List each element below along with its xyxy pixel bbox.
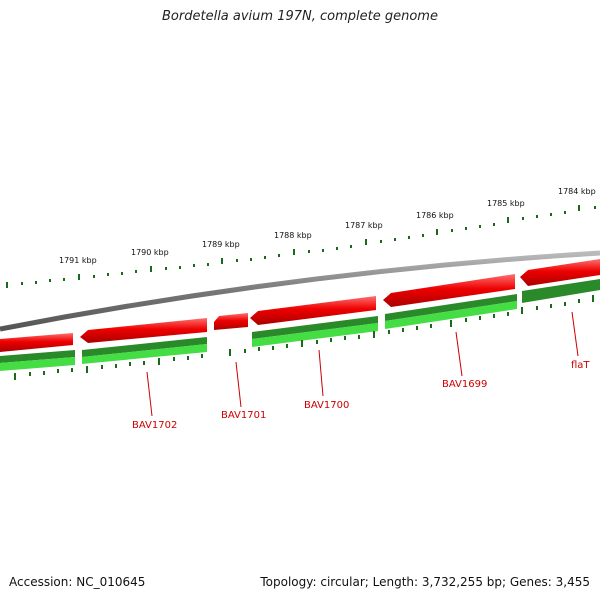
gene-arrow bbox=[80, 318, 207, 343]
cds-bar bbox=[0, 357, 75, 371]
tick-label: 1790 kbp bbox=[131, 248, 169, 257]
gene-arrow bbox=[250, 296, 376, 325]
gene-arrow bbox=[0, 333, 73, 352]
tick-label: 1784 kbp bbox=[558, 187, 596, 196]
tick-label: 1788 kbp bbox=[274, 231, 312, 240]
map-title: Bordetella avium 197N, complete genome bbox=[162, 9, 438, 24]
callout-line bbox=[235, 361, 242, 408]
gene-label: flaT bbox=[571, 360, 590, 371]
callout-line bbox=[146, 371, 153, 417]
gene-label: BAV1701 bbox=[221, 410, 266, 421]
accession-text: Accession: NC_010645 bbox=[9, 575, 146, 589]
cds-bar bbox=[0, 350, 75, 363]
cds-bar bbox=[82, 344, 207, 364]
genome-backbone bbox=[0, 250, 600, 332]
cds-bar bbox=[385, 301, 517, 329]
tick-label: 1787 kbp bbox=[345, 221, 383, 230]
callout-line bbox=[455, 331, 463, 377]
gene-label: BAV1700 bbox=[304, 400, 349, 411]
callout-line bbox=[318, 349, 324, 397]
tick-labels: 1791 kbp 1790 kbp 1789 kbp 1788 kbp 1787… bbox=[59, 187, 596, 265]
gene-label: BAV1699 bbox=[442, 379, 487, 390]
forward-gene-track bbox=[0, 259, 600, 352]
cds-bar bbox=[252, 323, 378, 347]
outer-tick-track bbox=[6, 205, 596, 288]
genome-summary-text: Topology: circular; Length: 3,732,255 bp… bbox=[260, 575, 590, 589]
cds-track bbox=[0, 279, 600, 371]
gene-label: BAV1702 bbox=[132, 420, 177, 431]
gene-callouts bbox=[146, 311, 579, 417]
inner-tick-track bbox=[14, 295, 594, 380]
cds-bar bbox=[522, 279, 600, 303]
cds-bar bbox=[252, 316, 378, 339]
gene-arrow bbox=[383, 274, 515, 307]
gene-arrow bbox=[520, 259, 600, 286]
tick-label: 1791 kbp bbox=[59, 256, 97, 265]
tick-label: 1789 kbp bbox=[202, 240, 240, 249]
gene-arrow bbox=[214, 313, 248, 330]
tick-label: 1785 kbp bbox=[487, 199, 525, 208]
cds-bar bbox=[385, 294, 517, 321]
tick-label: 1786 kbp bbox=[416, 211, 454, 220]
cds-bar bbox=[82, 337, 207, 357]
gene-labels: BAV1702 BAV1701 BAV1700 BAV1699 flaT bbox=[132, 360, 590, 431]
callout-line bbox=[571, 311, 579, 357]
